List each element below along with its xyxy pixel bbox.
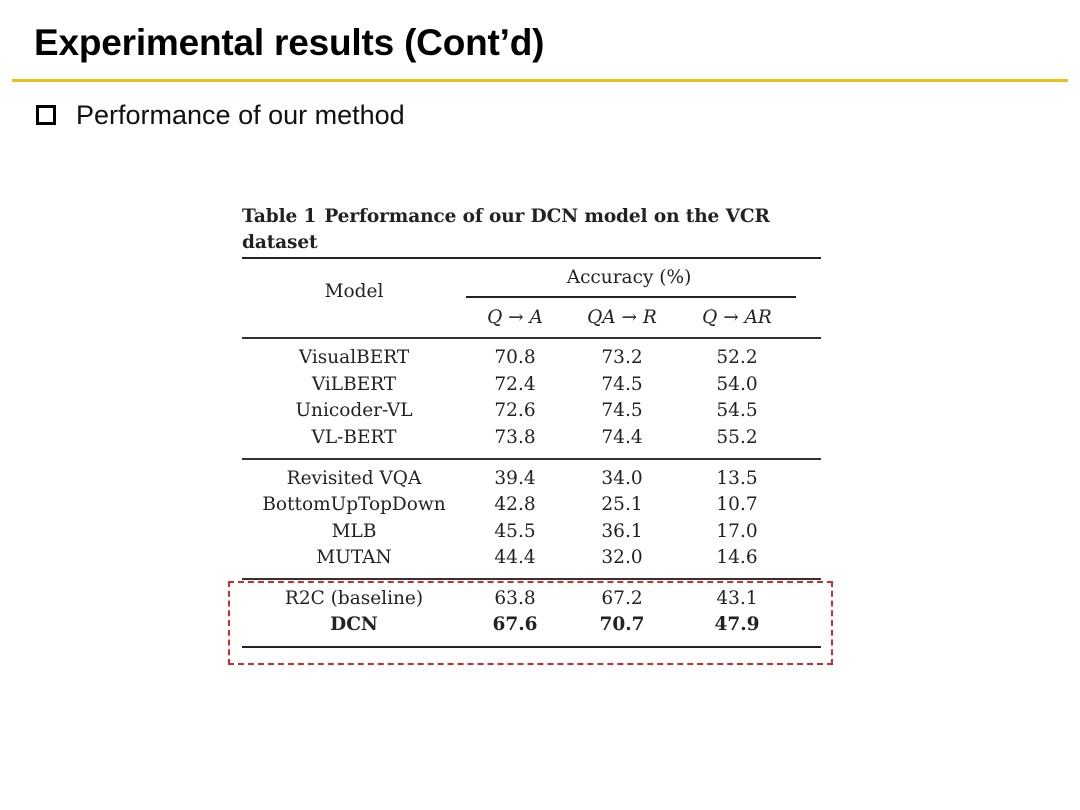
group-divider-rule <box>242 458 821 460</box>
bullet-text: Performance of our method <box>76 99 405 130</box>
row-value: 25.1 <box>601 494 643 515</box>
bullet-item: Performance of our method <box>36 99 405 131</box>
row-model: VL-BERT <box>311 427 397 448</box>
row-value: 43.1 <box>716 588 758 609</box>
row-value: 42.8 <box>494 494 536 515</box>
table-caption-text: Performance of our DCN model on the VCR … <box>242 206 770 253</box>
row-value: 55.2 <box>716 427 758 448</box>
row-value: 32.0 <box>601 547 643 568</box>
highlight-dashed-box <box>228 581 833 665</box>
row-value: 70.8 <box>494 347 536 368</box>
row-value: 74.5 <box>601 374 643 395</box>
row-value: 67.2 <box>601 588 643 609</box>
row-value: 72.4 <box>494 374 536 395</box>
row-value: 70.7 <box>599 614 645 635</box>
row-value: 34.0 <box>601 468 643 489</box>
row-model: ViLBERT <box>311 374 397 395</box>
results-table: Table 1 Performance of our DCN model on t… <box>242 204 821 648</box>
header-model: Model <box>324 281 384 302</box>
table-caption: Table 1 Performance of our DCN model on t… <box>242 204 821 256</box>
row-value: 67.6 <box>492 614 538 635</box>
row-model: VisualBERT <box>298 347 410 368</box>
row-value: 74.5 <box>601 400 643 421</box>
row-value: 39.4 <box>494 468 536 489</box>
table-caption-label: Table 1 <box>242 206 317 227</box>
row-value: 10.7 <box>716 494 758 515</box>
row-model: Unicoder-VL <box>295 400 413 421</box>
row-value: 52.2 <box>716 347 758 368</box>
row-value: 13.5 <box>716 468 758 489</box>
row-value: 44.4 <box>494 547 536 568</box>
group-divider-rule <box>242 578 821 580</box>
table-bottom-rule <box>242 646 821 648</box>
row-model: Revisited VQA <box>286 468 422 489</box>
row-value: 72.6 <box>494 400 536 421</box>
row-value: 74.4 <box>601 427 643 448</box>
header-group-rule <box>466 296 796 298</box>
row-value: 63.8 <box>494 588 536 609</box>
row-model: MLB <box>331 521 377 542</box>
row-value: 47.9 <box>714 614 760 635</box>
row-value: 17.0 <box>716 521 758 542</box>
row-model: R2C (baseline) <box>284 588 424 609</box>
row-model: DCN <box>330 614 378 635</box>
header-col-q-a: Q → A <box>487 307 543 328</box>
hollow-square-icon <box>36 105 56 125</box>
header-bottom-rule <box>242 337 821 339</box>
row-value: 45.5 <box>494 521 536 542</box>
row-value: 54.5 <box>716 400 758 421</box>
row-value: 54.0 <box>716 374 758 395</box>
row-value: 73.8 <box>494 427 536 448</box>
row-value: 36.1 <box>601 521 643 542</box>
title-underline <box>12 79 1068 82</box>
table-top-rule <box>242 257 821 259</box>
header-accuracy: Accuracy (%) <box>566 267 692 288</box>
row-model: BottomUpTopDown <box>262 494 446 515</box>
row-value: 73.2 <box>601 347 643 368</box>
slide-title: Experimental results (Cont’d) <box>34 22 545 63</box>
header-col-qa-r: QA → R <box>587 307 657 328</box>
header-col-q-ar: Q → AR <box>702 307 772 328</box>
row-model: MUTAN <box>316 547 392 568</box>
row-value: 14.6 <box>716 547 758 568</box>
